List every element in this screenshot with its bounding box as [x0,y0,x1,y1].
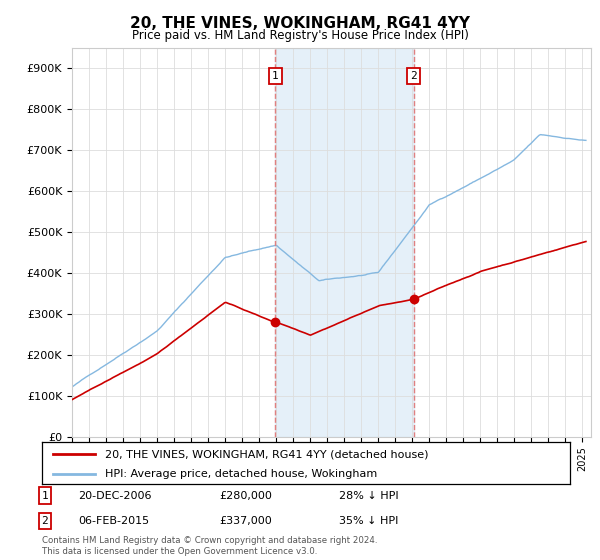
Text: 2: 2 [410,71,417,81]
Text: 1: 1 [272,71,279,81]
Text: Contains HM Land Registry data © Crown copyright and database right 2024.
This d: Contains HM Land Registry data © Crown c… [42,536,377,556]
Text: 2: 2 [41,516,49,526]
Text: 06-FEB-2015: 06-FEB-2015 [78,516,149,526]
Text: 28% ↓ HPI: 28% ↓ HPI [339,491,398,501]
Text: 20, THE VINES, WOKINGHAM, RG41 4YY (detached house): 20, THE VINES, WOKINGHAM, RG41 4YY (deta… [106,449,429,459]
Text: 35% ↓ HPI: 35% ↓ HPI [339,516,398,526]
Text: 20, THE VINES, WOKINGHAM, RG41 4YY: 20, THE VINES, WOKINGHAM, RG41 4YY [130,16,470,31]
Text: 20-DEC-2006: 20-DEC-2006 [78,491,151,501]
Text: £337,000: £337,000 [219,516,272,526]
Text: Price paid vs. HM Land Registry's House Price Index (HPI): Price paid vs. HM Land Registry's House … [131,29,469,42]
Text: HPI: Average price, detached house, Wokingham: HPI: Average price, detached house, Woki… [106,469,377,479]
Bar [275,48,413,437]
Text: 1: 1 [41,491,49,501]
Text: £280,000: £280,000 [219,491,272,501]
